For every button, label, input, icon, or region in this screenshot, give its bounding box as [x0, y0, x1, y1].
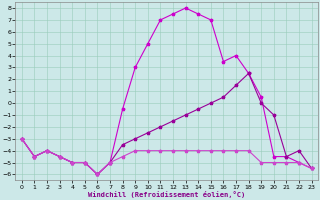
X-axis label: Windchill (Refroidissement éolien,°C): Windchill (Refroidissement éolien,°C)	[88, 191, 245, 198]
